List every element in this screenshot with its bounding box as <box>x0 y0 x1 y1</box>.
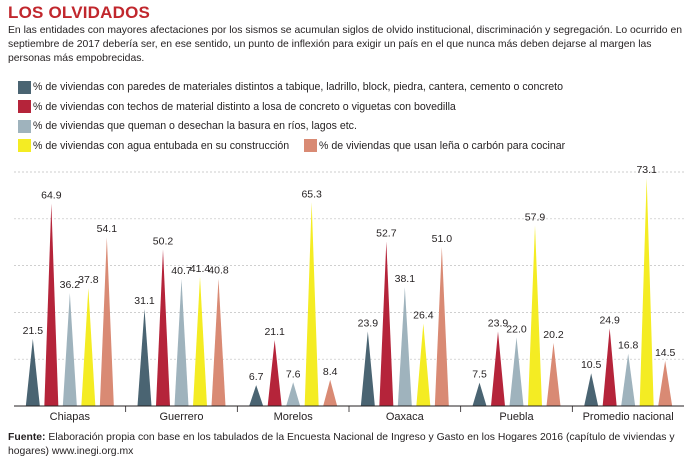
data-label: 6.7 <box>249 371 264 383</box>
data-labels: 21.5 64.9 36.237.8 54.1 31.1 50.2 40.741.440.8… <box>23 164 676 383</box>
data-label: 21.5 <box>23 325 44 337</box>
data-label: 14.5 <box>655 347 676 359</box>
bar-roofs <box>491 331 505 406</box>
data-label: 51.0 <box>432 233 453 245</box>
data-label: 10.5 <box>581 359 602 371</box>
x-tick-label: Chiapas <box>50 411 91 423</box>
bar-trash <box>286 382 301 406</box>
chart-subtitle: En las entidades con mayores afectacione… <box>8 25 683 64</box>
data-label: 36.2 <box>60 279 81 291</box>
bar-trash <box>62 293 77 406</box>
bar-wood <box>658 360 673 406</box>
bar-walls <box>360 331 375 406</box>
data-label: 26.4 <box>413 310 434 322</box>
data-label: 7.5 <box>472 369 487 381</box>
source-label: Fuente: <box>8 432 46 443</box>
source-text: Elaboración propia con base en los tabul… <box>8 432 675 457</box>
bar-walls <box>584 373 599 406</box>
bar-walls <box>472 382 487 406</box>
bar-wood <box>434 246 449 406</box>
bar-wood <box>99 237 114 406</box>
x-tick-label: Oaxaca <box>386 411 425 423</box>
legend-label-water: % de viviendas con agua entubada en su c… <box>33 139 290 152</box>
legend-item-water: % de viviendas con agua entubada en su c… <box>18 139 289 153</box>
bar-walls <box>137 308 152 406</box>
gridlines <box>14 171 684 360</box>
x-tick-label: Morelos <box>274 411 314 423</box>
legend-item-roofs: % de viviendas con techos de material di… <box>18 100 456 114</box>
legend-label-trash: % de viviendas que queman o desechan la … <box>33 120 357 132</box>
bar-roofs <box>44 203 59 406</box>
data-label: 65.3 <box>301 188 322 200</box>
bar-wood <box>546 342 561 406</box>
legend-label-roofs: % de viviendas con techos de material di… <box>33 100 456 113</box>
source-note: Fuente: Elaboración propia con base en l… <box>8 431 688 459</box>
bar-trash <box>509 337 524 406</box>
data-label: 52.7 <box>376 228 397 240</box>
data-label: 40.8 <box>208 265 229 277</box>
bar-walls <box>249 385 264 406</box>
legend-swatch-trash <box>18 119 31 133</box>
bar-wood <box>211 278 226 406</box>
x-tick-label: Guerrero <box>159 411 203 423</box>
data-label: 8.4 <box>323 366 338 378</box>
bar-trash <box>397 287 412 406</box>
data-label: 50.2 <box>153 235 174 247</box>
data-label: 23.9 <box>358 317 379 329</box>
data-label: 31.1 <box>134 295 155 307</box>
data-label: 20.2 <box>543 329 564 341</box>
data-label: 41.4 <box>190 263 211 275</box>
bar-roofs <box>267 340 282 406</box>
bar-water <box>81 288 96 406</box>
legend-swatch-water <box>18 139 31 152</box>
legend-item-wood: % de viviendas que usan leña o carbón pa… <box>304 139 565 153</box>
bar-water <box>639 177 654 406</box>
legend-item-walls: % de viviendas con paredes de materiales… <box>18 80 563 94</box>
data-label: 16.8 <box>618 340 639 352</box>
data-label: 64.9 <box>41 190 62 202</box>
legend-swatch-walls <box>18 80 31 94</box>
bar-walls <box>25 338 40 406</box>
bar-water <box>416 323 431 406</box>
bars <box>25 177 673 406</box>
bar-roofs <box>379 241 394 406</box>
bar-roofs <box>602 328 617 406</box>
data-label: 23.9 <box>488 317 509 329</box>
chart-title: LOS OLVIDADOS <box>8 3 151 22</box>
bar-water <box>528 225 542 406</box>
data-label: 22.0 <box>506 323 527 335</box>
bar-roofs <box>156 249 170 406</box>
data-label: 7.6 <box>286 368 301 380</box>
data-label: 21.1 <box>264 326 285 338</box>
legend-swatch-roofs <box>18 100 31 113</box>
x-axis: Chiapas Guerrero Morelos Oaxaca Puebla Promed… <box>14 405 684 423</box>
data-label: 40.7 <box>171 265 192 277</box>
x-tick-label: Promedio nacional <box>583 411 674 423</box>
data-label: 57.9 <box>525 211 546 223</box>
bar-water <box>193 276 207 406</box>
data-label: 24.9 <box>599 314 620 326</box>
legend: % de viviendas con paredes de materiales… <box>18 80 678 158</box>
legend-label-walls: % de viviendas con paredes de materiales… <box>33 81 563 93</box>
data-label: 54.1 <box>97 223 118 235</box>
legend-label-wood: % de viviendas que usan leña o carbón pa… <box>319 139 566 152</box>
legend-swatch-wood <box>304 139 317 152</box>
data-label: 38.1 <box>395 273 416 285</box>
x-tick-label: Puebla <box>499 411 534 423</box>
bar-trash <box>621 353 636 406</box>
bar-wood <box>323 379 338 406</box>
data-label: 37.8 <box>78 274 99 286</box>
legend-item-trash: % de viviendas que queman o desechan la … <box>18 119 357 133</box>
bar-water <box>304 202 319 406</box>
data-label: 73.1 <box>636 164 657 176</box>
bar-trash <box>174 279 189 406</box>
